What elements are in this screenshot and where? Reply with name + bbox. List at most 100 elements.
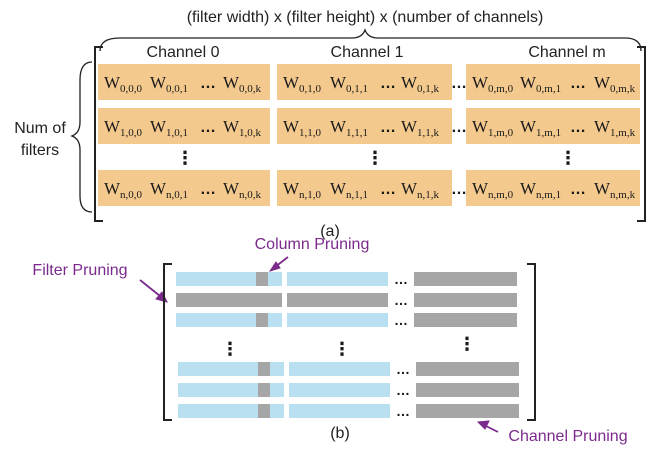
weight-label: W1,0,0	[104, 117, 143, 139]
pruned-channel-block	[416, 362, 519, 376]
weight-label: W0,m,0	[472, 73, 514, 95]
vertical-ellipsis: ⋮	[221, 339, 239, 359]
horizontal-ellipsis: …	[394, 271, 408, 287]
horizontal-ellipsis: …	[451, 75, 467, 92]
filter-pruning-arrow	[139, 279, 168, 303]
weight-label: Wn,0,0	[104, 179, 143, 201]
weight-cell-block	[98, 108, 270, 144]
pruned-channel-block	[414, 313, 517, 327]
horizontal-ellipsis: …	[380, 75, 396, 92]
horizontal-ellipsis: …	[200, 119, 216, 136]
weight-label: W1,m,0	[472, 117, 514, 139]
vertical-ellipsis: ⋮	[458, 334, 476, 354]
weight-label: W1,1,k	[401, 117, 440, 139]
weight-label: Wn,0,k	[223, 179, 262, 201]
weight-label: W0,m,k	[594, 73, 636, 95]
caption-b: (b)	[330, 425, 350, 442]
weight-cell-block	[466, 108, 640, 144]
weight-label: Wn,m,k	[594, 179, 636, 201]
kept-block	[176, 272, 282, 286]
weight-label: W0,0,k	[223, 73, 262, 95]
pruned-column	[256, 313, 268, 327]
horizontal-ellipsis: …	[396, 361, 410, 377]
horizontal-ellipsis: …	[380, 181, 396, 198]
weight-label: W0,m,1	[520, 73, 561, 95]
horizontal-ellipsis: …	[394, 312, 408, 328]
weight-matrix: W0,0,0 W0,0,1 W0,0,k … W0,1,0 W0,1,1 W0,1,k … W0…	[98, 64, 640, 206]
pruned-column	[258, 383, 270, 397]
channel-pruning-label: Channel Pruning	[508, 428, 627, 445]
pruned-filter-row	[176, 293, 282, 307]
horizontal-ellipsis: …	[396, 403, 410, 419]
dimension-label: (filter width) x (filter height) x (numb…	[187, 9, 544, 26]
vertical-ellipsis: ⋮	[366, 148, 384, 168]
weight-cell-block	[277, 170, 452, 206]
horizontal-ellipsis: …	[394, 292, 408, 308]
pruned-filter-row	[287, 293, 388, 307]
weight-label: W1,1,0	[283, 117, 322, 139]
num-filters-label-2: filters	[21, 142, 59, 159]
kept-block	[178, 383, 284, 397]
horizontal-ellipsis: …	[570, 181, 586, 198]
matrix-b-right-bracket	[527, 263, 536, 421]
pruned-channel-block	[416, 383, 519, 397]
kept-block	[287, 313, 388, 327]
pruned-column	[258, 362, 270, 376]
channel-label-1: Channel 1	[331, 44, 404, 61]
caption-a: (a)	[320, 223, 340, 240]
weight-cell-block	[277, 108, 452, 144]
weight-label: Wn,m,0	[472, 179, 514, 201]
kept-block	[176, 313, 282, 327]
pruned-column	[256, 272, 268, 286]
matrix-b-left-bracket	[163, 263, 172, 421]
weight-label: W0,0,1	[150, 73, 188, 95]
pruned-channel-block	[416, 404, 519, 418]
matrix-a-left-bracket	[94, 46, 103, 222]
kept-block	[289, 362, 390, 376]
horizontal-ellipsis: …	[200, 181, 216, 198]
matrix-a-right-bracket	[637, 46, 646, 222]
filters-brace	[70, 61, 93, 213]
horizontal-ellipsis: …	[451, 119, 467, 136]
column-pruning-arrow	[268, 256, 289, 272]
horizontal-ellipsis: …	[396, 382, 410, 398]
weight-cell-block	[277, 64, 452, 100]
horizontal-ellipsis: …	[200, 75, 216, 92]
vertical-ellipsis: ⋮	[559, 148, 577, 168]
weight-label: Wn,m,1	[520, 179, 561, 201]
pruned-channel-block	[414, 293, 517, 307]
kept-block	[289, 404, 390, 418]
kept-block	[287, 272, 388, 286]
dimension-brace	[99, 28, 642, 52]
channel-pruning-arrow	[476, 420, 499, 433]
weight-label: Wn,1,k	[401, 179, 440, 201]
weight-label: Wn,0,1	[150, 179, 188, 201]
filter-pruning-label: Filter Pruning	[32, 262, 127, 279]
weight-cell-block	[466, 64, 640, 100]
vertical-ellipsis: ⋮	[176, 148, 194, 168]
weight-cell-block	[98, 64, 270, 100]
weight-label: Wn,1,0	[283, 179, 322, 201]
weight-label: W1,m,k	[594, 117, 636, 139]
horizontal-ellipsis: …	[380, 119, 396, 136]
pruned-column	[258, 404, 270, 418]
weight-label: Wn,1,1	[330, 179, 368, 201]
kept-block	[178, 404, 284, 418]
weight-label: W1,m,1	[520, 117, 561, 139]
channel-label-0: Channel 0	[147, 44, 220, 61]
weight-cell-block	[98, 170, 270, 206]
kept-block	[178, 362, 284, 376]
weight-label: W0,1,0	[283, 73, 322, 95]
kept-block	[289, 383, 390, 397]
weight-label: W0,1,k	[401, 73, 440, 95]
weight-label: W1,0,1	[150, 117, 188, 139]
pruned-channel-block	[414, 272, 517, 286]
column-pruning-label: Column Pruning	[255, 236, 370, 253]
horizontal-ellipsis: …	[570, 75, 586, 92]
weight-label: W0,1,1	[330, 73, 368, 95]
weight-label: W1,1,1	[330, 117, 368, 139]
pruned-matrix: … … … … … … ⋮ ⋮ ⋮	[176, 271, 519, 419]
weight-label: W0,0,0	[104, 73, 143, 95]
weight-cell-block	[466, 170, 640, 206]
